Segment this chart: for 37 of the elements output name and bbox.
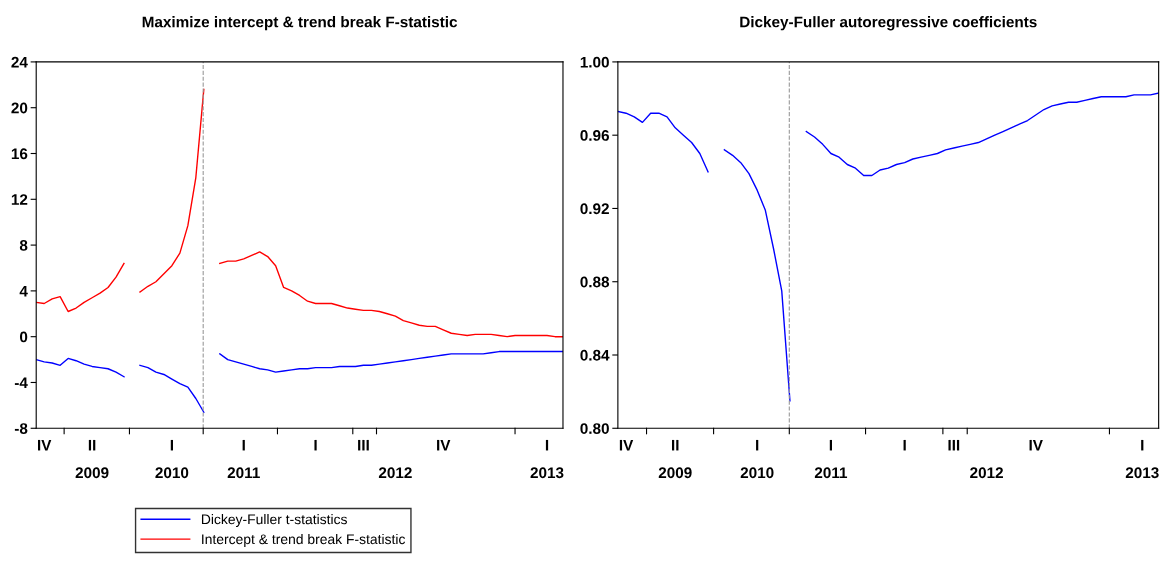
y-tick-label: 0.80 <box>580 423 609 434</box>
x-tick-label: I <box>903 439 906 451</box>
x-tick-label: I 2010 <box>740 439 774 479</box>
x-tick-label: 2012 <box>378 467 412 479</box>
y-tick-label: 0.96 <box>580 130 609 141</box>
y-tick-label: 1.00 <box>580 56 609 68</box>
x-tick-label: IV <box>37 439 52 451</box>
y-tick-label: 12 <box>11 194 28 205</box>
x-tick-label: III <box>358 439 369 451</box>
y-tick-label: 0.92 <box>580 203 609 215</box>
y-tick-label: 0.84 <box>580 349 610 361</box>
legend-label: Intercept & trend break F-statistic <box>202 533 406 547</box>
x-tick-label: I <box>314 439 317 451</box>
y-tick-label: 4 <box>19 285 28 297</box>
x-tick-label: II 2009 <box>658 439 692 479</box>
y-tick-label: 8 <box>19 239 28 251</box>
legend-label: Dickey-Fuller t-statistics <box>201 514 347 527</box>
y-tick-label: 24 <box>11 56 28 68</box>
x-tick-label: I 2011 <box>227 439 260 479</box>
y-tick-label: 0.88 <box>580 276 610 288</box>
x-tick-label: I 2013 <box>530 439 564 479</box>
x-tick-label: I 2011 <box>814 439 848 479</box>
x-tick-label: II 2009 <box>75 439 109 479</box>
x-tick-label: III <box>948 439 960 451</box>
x-tick-label: IV <box>437 439 451 451</box>
x-tick-label: IV <box>619 439 634 451</box>
y-tick-label: 16 <box>11 148 28 160</box>
chart-title: Maximize intercept & trend break F-statistic <box>142 16 458 31</box>
y-tick-label: -8 <box>14 423 28 434</box>
y-tick-label: 0 <box>19 331 28 343</box>
x-tick-label: I 2010 <box>155 439 189 479</box>
chart-title: Dickey-Fuller autoregressive coefficients <box>740 16 1037 31</box>
y-tick-label: 20 <box>11 102 28 114</box>
x-tick-label: IV <box>1029 439 1043 451</box>
x-tick-label: 2012 <box>970 467 1003 479</box>
y-tick-label: -4 <box>14 377 28 389</box>
x-tick-label: I 2013 <box>1125 439 1159 479</box>
